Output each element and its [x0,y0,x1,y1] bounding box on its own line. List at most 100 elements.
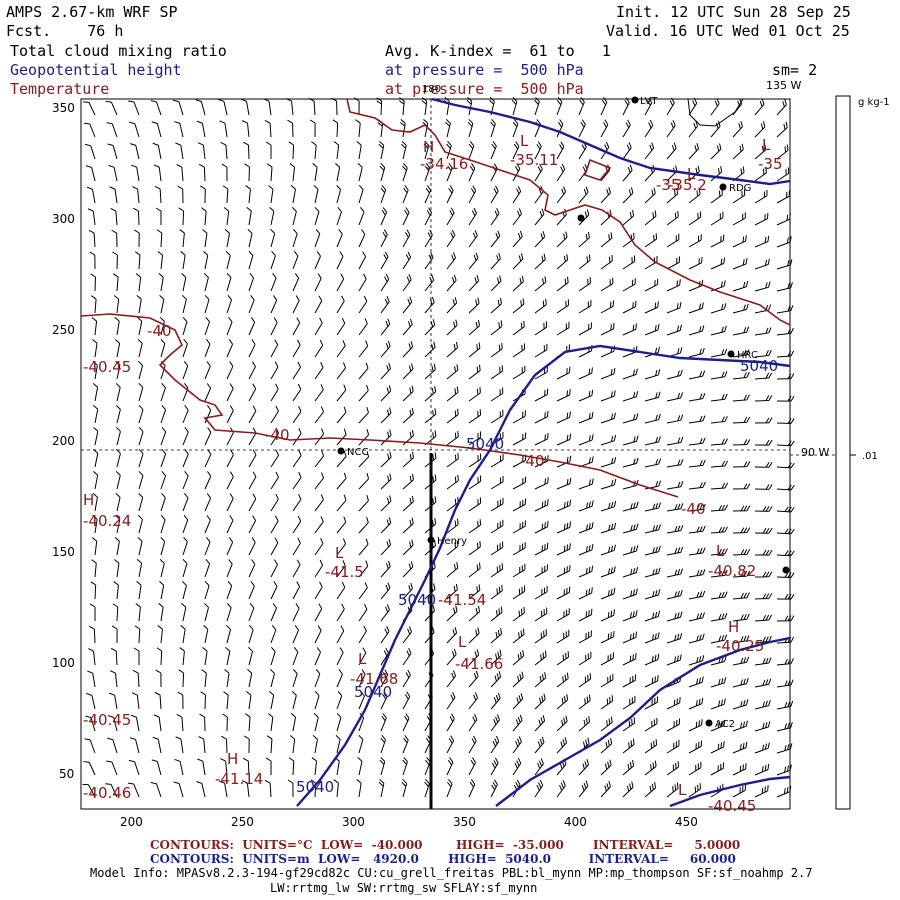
wind-barb [204,602,209,622]
wind-barb [226,361,234,380]
wind-barb [110,208,118,226]
wind-barb [113,273,119,292]
wind-barb [105,100,118,116]
wind-barb [688,503,706,512]
wind-barb [578,543,594,556]
wind-barb [93,470,99,490]
wind-barb [666,654,682,666]
wind-barb [468,497,482,512]
wind-barb [490,208,500,226]
wind-barb [776,462,795,469]
temp-label-13: -41.66 [455,655,503,673]
wind-barb [358,625,367,644]
wind-barb [688,547,706,556]
wind-barb [644,369,661,380]
wind-barb [754,506,773,512]
smoothing-label: sm= 2 [772,61,818,79]
wind-barb [556,629,570,644]
wind-barb [644,717,658,732]
wind-barb [108,164,118,182]
wind-barb [490,230,501,248]
wind-barb [245,185,251,204]
wind-barb [732,258,748,270]
wind-barb [512,476,527,490]
temp-label-15: -40.82 [708,562,756,580]
wind-barb [336,251,344,270]
wind-barb [424,229,433,248]
wind-barb [578,630,592,644]
wind-barb [160,448,167,468]
wind-barb [666,459,684,468]
wind-barb [92,339,98,358]
wind-barb [490,714,500,732]
wind-barb [534,693,546,710]
wind-barb [204,580,210,600]
wind-barb [89,603,96,622]
wind-barb [512,650,525,666]
wind-barb [358,362,369,380]
wind-barb [90,581,97,600]
wind-barb [710,783,724,798]
lon-label-135w: 135 W [766,79,801,92]
wind-barb [402,296,413,314]
wind-barb [468,562,481,578]
wind-barb [754,258,770,270]
wind-barb [578,322,592,336]
wind-barb [534,366,548,380]
wind-barb [402,561,414,578]
wind-barb [133,207,140,226]
wind-barb [105,783,118,798]
wind-barb [578,694,591,710]
wind-barb [446,540,459,556]
wind-barb [380,362,391,380]
wind-barb [222,185,229,204]
wind-barb [622,695,636,710]
wind-barb [468,431,482,446]
wind-barb [358,516,369,534]
wind-barb [776,764,792,776]
wind-barb [754,549,773,556]
wind-barb [732,570,751,578]
wind-barb [688,525,706,534]
wind-barb [512,563,526,578]
wind-barb [600,566,616,578]
wind-barb [622,717,636,732]
wind-barb [754,785,769,798]
wind-barb [578,522,594,534]
wind-barb [226,339,234,358]
wind-barb [444,97,450,116]
wind-barb [129,737,140,754]
wind-barb [534,607,548,622]
wind-barb [732,212,746,226]
wind-barb [776,121,788,138]
wind-barb [134,251,141,270]
wind-barb [160,514,166,534]
wind-barb [600,367,616,380]
wind-barb [88,648,96,666]
wind-barb [534,343,548,358]
temp-label-11: -41.5 [325,563,364,581]
temp-label-12: -41.54 [438,591,486,609]
wind-barb [204,405,212,424]
wind-barb [578,716,591,732]
wind-barb [776,679,794,688]
wind-barb [130,143,140,160]
wind-barb [468,141,475,160]
wind-barb [534,253,546,270]
wind-barb [336,295,345,314]
wind-barb [556,477,572,490]
wind-barb [556,586,571,600]
y-tick-100: 100 [52,656,75,670]
lon-label-90w: 90 W [801,446,829,459]
wind-barb [534,542,549,556]
wind-barb [446,779,453,798]
wind-barb [556,321,570,336]
wind-barb [198,163,206,182]
wind-barb [732,483,751,490]
wind-barb [226,405,234,424]
wind-barb [490,409,504,424]
wind-barb [204,537,211,556]
wind-barb [644,781,657,798]
wind-barb [556,608,570,622]
wind-barb [512,520,526,534]
